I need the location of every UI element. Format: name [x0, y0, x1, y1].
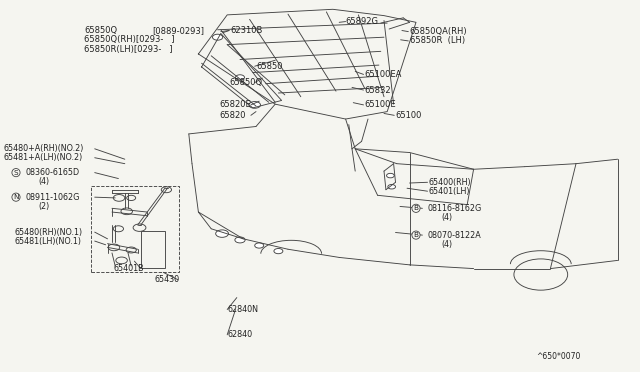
Circle shape	[255, 243, 264, 248]
Text: N: N	[13, 194, 19, 200]
Text: 65850R(LH)[0293-   ]: 65850R(LH)[0293- ]	[84, 45, 173, 54]
Text: 62840N: 62840N	[228, 305, 259, 314]
Text: 65100: 65100	[396, 111, 422, 120]
Text: 65481+A(LH)(NO.2): 65481+A(LH)(NO.2)	[3, 153, 83, 162]
Text: ^650*0070: ^650*0070	[536, 352, 580, 361]
Text: 65100E: 65100E	[365, 100, 396, 109]
Circle shape	[388, 185, 396, 189]
Text: 65481(LH)(NO.1): 65481(LH)(NO.1)	[14, 237, 81, 246]
Text: 65820E: 65820E	[219, 100, 251, 109]
Text: 62840: 62840	[228, 330, 253, 339]
Circle shape	[212, 34, 223, 40]
Text: (4): (4)	[38, 177, 49, 186]
Circle shape	[387, 173, 394, 178]
Circle shape	[236, 75, 244, 80]
Text: B: B	[413, 232, 419, 238]
Text: 08360-6165D: 08360-6165D	[26, 168, 80, 177]
Text: 65850Q: 65850Q	[229, 78, 262, 87]
Text: 62310B: 62310B	[230, 26, 263, 35]
Text: (2): (2)	[38, 202, 50, 211]
Text: [0889-0293]: [0889-0293]	[152, 26, 204, 35]
Text: 08911-1062G: 08911-1062G	[26, 193, 80, 202]
Text: 65430: 65430	[155, 275, 180, 284]
Text: 65480+A(RH)(NO.2): 65480+A(RH)(NO.2)	[3, 144, 84, 153]
Text: (4): (4)	[442, 240, 452, 248]
Text: 65850Q(RH)[0293-   ]: 65850Q(RH)[0293- ]	[84, 35, 175, 44]
Text: 65850R  (LH): 65850R (LH)	[410, 36, 465, 45]
Text: 65850Q: 65850Q	[84, 26, 118, 35]
Text: 65401(LH): 65401(LH)	[429, 187, 470, 196]
Text: 65820: 65820	[219, 111, 245, 120]
Circle shape	[235, 237, 245, 243]
Text: S: S	[13, 170, 19, 176]
Text: 65850QA(RH): 65850QA(RH)	[410, 27, 467, 36]
Text: B: B	[413, 205, 419, 211]
Circle shape	[249, 102, 260, 108]
Text: 65100EA: 65100EA	[365, 70, 402, 79]
Text: 08070-8122A: 08070-8122A	[428, 231, 481, 240]
Text: 65400(RH): 65400(RH)	[429, 178, 472, 187]
Text: 65401B: 65401B	[114, 264, 145, 273]
Text: 65850: 65850	[256, 62, 282, 71]
Circle shape	[216, 230, 228, 237]
Text: (4): (4)	[442, 213, 452, 222]
Text: 65892G: 65892G	[346, 17, 379, 26]
Text: 65480(RH)(NO.1): 65480(RH)(NO.1)	[14, 228, 82, 237]
Text: 65832: 65832	[365, 86, 392, 94]
Circle shape	[274, 248, 283, 254]
Text: 08116-8162G: 08116-8162G	[428, 204, 482, 213]
